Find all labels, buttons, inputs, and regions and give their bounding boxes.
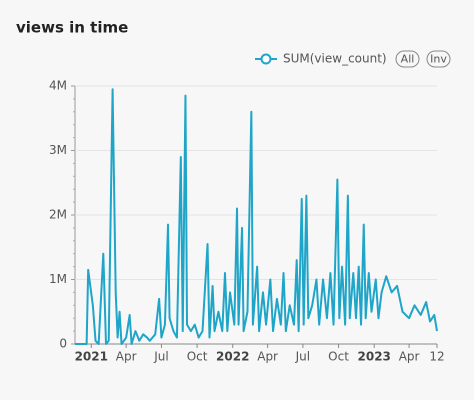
legend-button-label[interactable]: Inv: [430, 53, 447, 66]
x-tick-label: Oct: [328, 350, 349, 364]
legend-symbol: [260, 53, 272, 65]
x-tick-label: Apr: [399, 350, 420, 364]
chart-title: views in time: [16, 19, 128, 37]
legend-button-label[interactable]: All: [401, 53, 415, 66]
x-tick-label: 2022: [216, 350, 249, 364]
x-tick-label: Jul: [153, 350, 168, 364]
series-line: [75, 88, 438, 345]
x-tick-label: Jul: [295, 350, 310, 364]
y-tick-label: 4M: [49, 79, 67, 93]
x-tick-label: Oct: [187, 350, 208, 364]
x-tick-label: 2021: [75, 350, 108, 364]
x-tick-label: 12: [429, 350, 444, 364]
y-tick-label: 1M: [49, 272, 67, 286]
x-tick-label: Apr: [257, 350, 278, 364]
y-tick-label: 3M: [49, 143, 67, 157]
legend-label[interactable]: SUM(view_count): [283, 52, 387, 66]
legend-button[interactable]: [426, 50, 451, 68]
y-tick-label: 2M: [49, 208, 67, 222]
x-tick-label: Apr: [116, 350, 137, 364]
x-tick-label: 2023: [358, 350, 391, 364]
legend-button[interactable]: [395, 50, 420, 68]
y-tick-label: 0: [59, 337, 67, 351]
